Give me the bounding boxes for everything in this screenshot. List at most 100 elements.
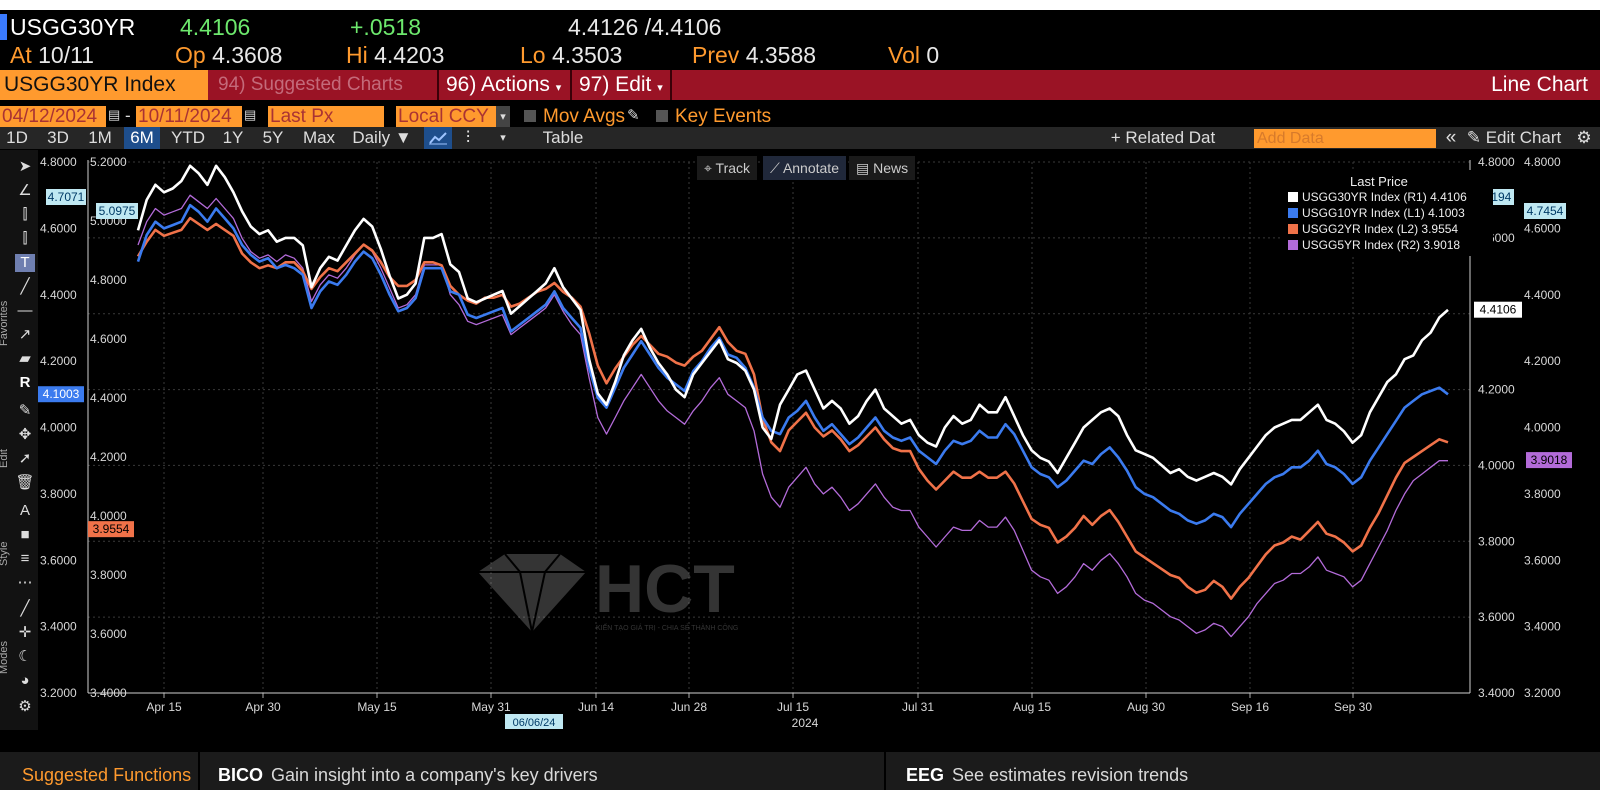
regression-icon[interactable]: R xyxy=(19,374,31,391)
period-ytd[interactable]: YTD xyxy=(171,128,205,147)
angle-icon[interactable]: ∠ xyxy=(18,182,32,199)
left-axis-1-tick-label: 3.4000 xyxy=(40,620,77,634)
calendar-icon[interactable]: ▤ xyxy=(108,107,121,122)
settings-gear-icon[interactable]: ⚙ xyxy=(18,698,32,715)
crosshair-icon: ⌖ xyxy=(704,160,712,176)
period-bar xyxy=(0,127,1600,149)
collapse-icon[interactable]: « xyxy=(1445,127,1457,148)
related-data-button[interactable]: + Related Dat xyxy=(1110,128,1216,147)
add-data-input[interactable]: Add Data xyxy=(1254,129,1436,148)
x-tick-label: Jul 31 xyxy=(902,700,934,714)
channel-icon[interactable]: ⫿ xyxy=(22,230,28,247)
period-1m[interactable]: 1M xyxy=(88,128,112,147)
select-icon[interactable]: ➚ xyxy=(18,450,32,467)
mov-avgs-label: Mov Avgs xyxy=(543,106,626,127)
left-axis-1-tick-label: 4.4000 xyxy=(40,288,77,302)
left-1-high-tag: 4.7071 xyxy=(48,190,85,204)
command-bar xyxy=(0,70,1600,100)
calendar-icon[interactable]: ▤ xyxy=(244,107,257,122)
legend-item[interactable]: USGG5YR Index (R2) 3.9018 xyxy=(1288,238,1460,252)
period-1y[interactable]: 1Y xyxy=(222,128,244,147)
x-tick-label: Apr 15 xyxy=(146,700,182,714)
period-1d[interactable]: 1D xyxy=(6,128,28,147)
pencil-icon[interactable]: ✎ xyxy=(627,107,640,124)
currency-select[interactable]: Local CCY xyxy=(396,106,496,128)
x-tick-label: Aug 30 xyxy=(1127,700,1165,714)
line-chart-icon[interactable] xyxy=(424,127,452,149)
left-axis-2-tick-label: 4.0000 xyxy=(90,509,127,523)
key-events-checkbox[interactable] xyxy=(656,110,668,122)
period-6m[interactable]: 6M xyxy=(124,127,160,149)
magnet-icon[interactable]: ☾ xyxy=(18,648,32,665)
left-2-high-tag-bg xyxy=(96,203,138,219)
chart-axes: Apr 15 Apr 30 May 15 May 31 Jun 14 Jun 28 Jul … xyxy=(40,155,1561,730)
cursor-date-label: 06/06/24 xyxy=(513,717,556,729)
period-3d[interactable]: 3D xyxy=(47,128,69,147)
horizontal-line-icon[interactable]: — xyxy=(17,302,33,319)
crosshair-icon[interactable]: ✛ xyxy=(18,624,32,641)
x-tick-label: Jun 28 xyxy=(671,700,707,714)
trash-icon[interactable]: 🗑 xyxy=(15,474,35,491)
left-2-last-tag: 3.9554 xyxy=(93,522,130,536)
right-axis-1-tick-label: 4.8000 xyxy=(1478,155,1515,169)
legend-item[interactable]: USGG30YR Index (R1) 4.4106 xyxy=(1288,190,1467,204)
color-fill-icon[interactable]: ■ xyxy=(20,526,30,543)
edit-menu[interactable]: 97) Edit ▾ xyxy=(579,73,663,96)
watermark-tagline: KIẾN TẠO GIÁ TRỊ - CHIA SẺ THÀNH CÔNG xyxy=(596,622,738,632)
font-icon[interactable]: A xyxy=(19,502,30,519)
line-style-icon[interactable]: ⋯ xyxy=(17,574,33,591)
legend-item[interactable]: USGG2YR Index (L2) 3.9554 xyxy=(1288,222,1458,236)
series-line-4 xyxy=(137,194,1448,638)
right-axis-2-tick-label: 4.8000 xyxy=(1524,155,1561,169)
line-weight-icon[interactable]: ≡ xyxy=(20,550,30,567)
news-button[interactable]: ▤ News xyxy=(849,156,916,180)
function-eeg[interactable]: EEG See estimates revision trends xyxy=(906,765,1189,785)
end-date-input[interactable]: 10/11/2024 xyxy=(136,106,242,128)
palette-icon[interactable]: ◕ xyxy=(20,672,30,689)
function-bico[interactable]: BICO Gain insight into a company's key dr… xyxy=(218,765,598,785)
track-button[interactable]: ⌖ Track xyxy=(697,156,758,180)
text-icon[interactable]: T xyxy=(15,254,35,272)
table-button[interactable]: Table xyxy=(542,128,584,147)
fibonacci-icon[interactable]: ⫿ xyxy=(22,206,28,223)
legend-swatch xyxy=(1288,224,1298,234)
diamond-logo-icon xyxy=(478,554,586,632)
edit-chart-button[interactable]: ✎ Edit Chart xyxy=(1466,128,1562,147)
x-tick-label: May 31 xyxy=(471,700,511,714)
frequency-select[interactable]: Daily ▼ xyxy=(352,128,412,147)
separator xyxy=(437,70,439,100)
right-axis-1-tick-label: 4.2000 xyxy=(1478,383,1515,397)
drawing-toolbar xyxy=(0,150,38,730)
pencil-icon[interactable]: ✎ xyxy=(18,402,32,419)
trendline-icon[interactable]: ╱ xyxy=(20,278,30,295)
field-select[interactable]: Last Px xyxy=(268,106,384,128)
chevron-down-icon: ▾ xyxy=(555,82,562,94)
suggested-charts-menu[interactable]: 94) Suggested Charts xyxy=(218,74,403,95)
gear-icon[interactable]: ⚙ xyxy=(1576,128,1592,147)
annotate-button[interactable]: ⟋ Annotate xyxy=(763,156,846,180)
pointer-icon[interactable]: ➤ xyxy=(18,158,32,175)
separator xyxy=(570,70,572,100)
legend-item[interactable]: USGG10YR Index (L1) 4.1003 xyxy=(1288,206,1465,220)
line-chart[interactable]: HCT KIẾN TẠO GIÁ TRỊ - CHIA SẺ THÀNH CÔN… xyxy=(0,150,1600,750)
chevron-down-icon[interactable]: ▾ xyxy=(496,106,510,128)
left-axis-2-tick-label: 3.8000 xyxy=(90,568,127,582)
brush-icon[interactable]: ╱ xyxy=(20,600,30,617)
period-5y[interactable]: 5Y xyxy=(262,128,284,147)
series-line-2 xyxy=(136,203,1449,529)
period-max[interactable]: Max xyxy=(302,128,336,147)
chart-series xyxy=(136,164,1449,638)
chevron-down-icon[interactable]: ▾ xyxy=(500,132,506,144)
start-date-input[interactable]: 04/12/2024 xyxy=(0,106,106,128)
watermark-brand: HCT xyxy=(595,551,735,627)
right-axis-2-tick-label: 4.2000 xyxy=(1524,354,1561,368)
right-axis-2-tick-label: 4.0000 xyxy=(1524,421,1561,435)
move-icon[interactable]: ✥ xyxy=(18,426,32,443)
ray-icon[interactable]: ↗ xyxy=(18,326,32,343)
rectangle-icon[interactable]: ▰ xyxy=(19,350,31,367)
mov-avgs-checkbox[interactable] xyxy=(524,110,536,122)
security-field[interactable]: USGG30YR Index xyxy=(0,70,208,100)
legend-title: Last Price xyxy=(1350,174,1408,189)
bar-chart-icon[interactable]: ⫶ xyxy=(465,128,471,147)
actions-menu[interactable]: 96) Actions ▾ xyxy=(446,73,562,96)
